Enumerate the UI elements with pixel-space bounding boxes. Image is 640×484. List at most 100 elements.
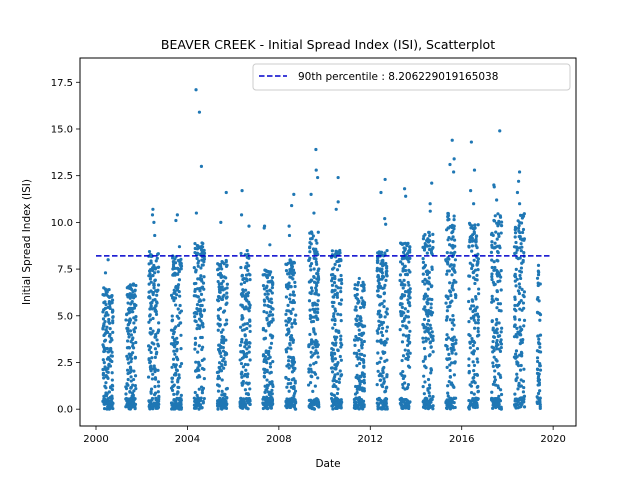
- data-point: [383, 389, 388, 393]
- data-point: [358, 306, 363, 310]
- data-point: [150, 405, 154, 409]
- data-point: [421, 340, 425, 344]
- data-point: [104, 391, 108, 395]
- data-point: [147, 357, 151, 361]
- data-point: [106, 405, 110, 409]
- data-point: [149, 326, 153, 331]
- data-point: [156, 331, 160, 335]
- data-point: [241, 365, 246, 369]
- data-point: [454, 396, 458, 400]
- data-point: [358, 361, 362, 366]
- data-point: [179, 347, 183, 351]
- data-point: [217, 365, 221, 370]
- data-point: [215, 268, 220, 272]
- data-point: [172, 405, 176, 409]
- data-point: [225, 395, 229, 400]
- data-point: [467, 320, 471, 324]
- data-point: [362, 283, 366, 287]
- data-point: [264, 329, 268, 333]
- data-point: [246, 264, 251, 268]
- data-point: [217, 343, 222, 347]
- data-point: [223, 351, 227, 355]
- data-point: [385, 407, 389, 411]
- data-point: [494, 297, 498, 301]
- data-point: [334, 401, 338, 406]
- data-point: [315, 250, 319, 254]
- data-point: [331, 326, 335, 330]
- data-point: [171, 384, 176, 388]
- data-point: [473, 281, 477, 286]
- data-point: [423, 305, 427, 309]
- data-point: [518, 202, 522, 206]
- data-point: [401, 333, 406, 337]
- data-point: [129, 302, 133, 306]
- data-point: [355, 354, 359, 359]
- data-point: [287, 399, 291, 403]
- data-point: [422, 317, 427, 322]
- data-point: [499, 224, 504, 228]
- data-point: [129, 375, 133, 379]
- data-point: [111, 330, 115, 334]
- data-point: [284, 399, 289, 404]
- data-point: [353, 405, 358, 409]
- data-point: [286, 320, 290, 324]
- data-point: [431, 337, 435, 341]
- data-point: [108, 332, 112, 337]
- data-point: [401, 324, 405, 328]
- data-point: [445, 347, 450, 351]
- data-point: [406, 242, 410, 246]
- data-point: [401, 286, 405, 290]
- data-point: [195, 327, 199, 331]
- data-point: [469, 140, 473, 144]
- data-point: [361, 289, 365, 293]
- data-point: [514, 251, 518, 255]
- data-point: [291, 293, 295, 297]
- data-point: [473, 268, 478, 272]
- data-point: [286, 346, 290, 350]
- data-point: [516, 289, 521, 293]
- data-point: [149, 304, 153, 308]
- data-point: [245, 248, 249, 253]
- data-point: [536, 295, 540, 300]
- data-point: [286, 285, 290, 289]
- chart-title: BEAVER CREEK - Initial Spread Index (ISI…: [161, 37, 495, 52]
- data-point: [200, 391, 204, 395]
- data-point: [497, 402, 501, 406]
- data-point: [104, 312, 108, 316]
- data-point: [423, 263, 428, 267]
- data-point: [309, 242, 313, 246]
- data-point: [470, 351, 474, 355]
- data-point: [309, 350, 313, 354]
- data-point: [334, 207, 338, 211]
- data-point: [499, 330, 503, 334]
- data-point: [376, 404, 380, 408]
- data-point: [475, 357, 479, 361]
- data-point: [309, 192, 313, 196]
- data-point: [154, 289, 158, 293]
- data-point: [198, 303, 203, 308]
- data-point: [224, 322, 229, 326]
- data-point: [173, 326, 177, 331]
- data-point: [152, 283, 156, 287]
- data-point: [242, 280, 247, 285]
- data-point: [519, 402, 524, 406]
- x-tick-label: 2004: [175, 434, 200, 445]
- data-point: [314, 281, 318, 285]
- data-point: [515, 372, 519, 376]
- data-point: [402, 264, 407, 269]
- data-point: [495, 258, 499, 262]
- data-point: [176, 385, 180, 389]
- data-point: [289, 275, 293, 279]
- data-point: [378, 339, 382, 343]
- data-point: [382, 291, 387, 295]
- data-point: [289, 381, 293, 386]
- data-point: [467, 404, 472, 408]
- data-point: [422, 234, 426, 238]
- data-point: [156, 265, 160, 270]
- data-point: [476, 326, 480, 330]
- data-point: [452, 264, 456, 268]
- data-point: [311, 402, 315, 406]
- data-point: [452, 323, 456, 327]
- data-point: [450, 327, 454, 331]
